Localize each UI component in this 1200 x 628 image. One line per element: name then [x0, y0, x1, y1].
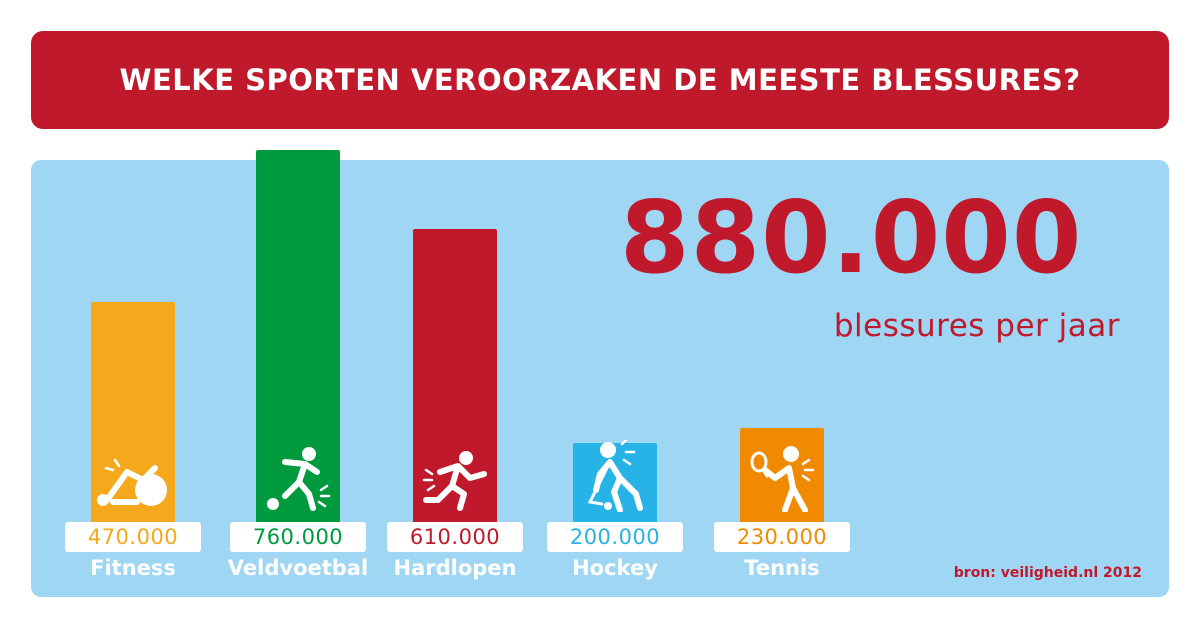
value-label-hardlopen: 610.000: [387, 522, 523, 552]
total-injuries-caption: blessures per jaar: [833, 308, 1120, 344]
fitness-ball-injury-icon: [91, 450, 175, 512]
runner-injury-icon: [413, 450, 497, 512]
bar-hardlopen: [413, 228, 497, 548]
value-label-veldvoetbal: 760.000: [230, 522, 366, 552]
bar-fitness: [91, 301, 175, 548]
category-label-veldvoetbal: Veldvoetbal: [227, 556, 369, 580]
category-label-tennis: Tennis: [744, 556, 820, 580]
hockey-player-injury-icon: [573, 439, 657, 512]
category-label-fitness: Fitness: [90, 556, 176, 580]
header-banner: WELKE SPORTEN VEROORZAKEN DE MEESTE BLES…: [31, 31, 1169, 129]
source-note: bron: veiligheid.nl 2012: [953, 565, 1142, 581]
page-title: WELKE SPORTEN VEROORZAKEN DE MEESTE BLES…: [119, 63, 1081, 97]
value-label-hockey: 200.000: [547, 522, 683, 552]
bar-veldvoetbal: [256, 150, 340, 548]
value-label-fitness: 470.000: [65, 522, 201, 552]
total-injuries-number: 880.000: [620, 179, 1083, 296]
category-label-hardlopen: Hardlopen: [393, 556, 517, 580]
value-label-tennis: 230.000: [714, 522, 850, 552]
football-player-injury-icon: [256, 446, 340, 512]
tennis-player-injury-icon: [740, 440, 824, 512]
category-label-hockey: Hockey: [572, 556, 658, 580]
